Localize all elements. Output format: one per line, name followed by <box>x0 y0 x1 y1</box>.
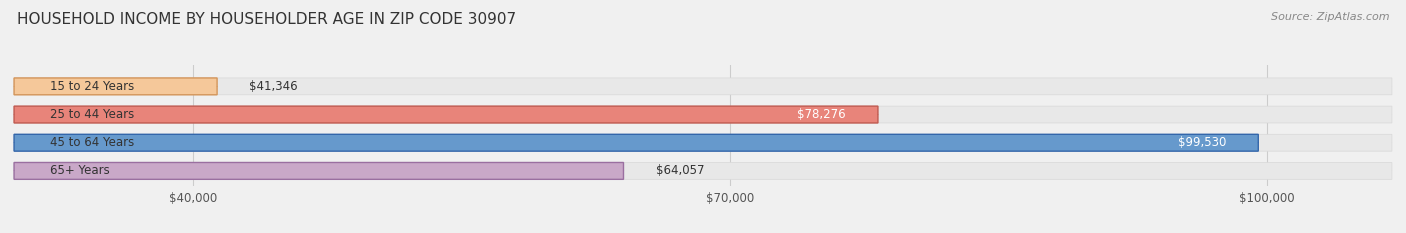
FancyBboxPatch shape <box>14 106 877 123</box>
Text: $64,057: $64,057 <box>655 164 704 177</box>
Text: 25 to 44 Years: 25 to 44 Years <box>49 108 134 121</box>
FancyBboxPatch shape <box>14 134 1392 151</box>
FancyBboxPatch shape <box>14 134 1258 151</box>
Text: 65+ Years: 65+ Years <box>49 164 110 177</box>
Text: HOUSEHOLD INCOME BY HOUSEHOLDER AGE IN ZIP CODE 30907: HOUSEHOLD INCOME BY HOUSEHOLDER AGE IN Z… <box>17 12 516 27</box>
Text: $41,346: $41,346 <box>249 80 298 93</box>
FancyBboxPatch shape <box>14 106 1392 123</box>
FancyBboxPatch shape <box>14 78 217 95</box>
Text: 45 to 64 Years: 45 to 64 Years <box>49 136 134 149</box>
Text: 15 to 24 Years: 15 to 24 Years <box>49 80 134 93</box>
FancyBboxPatch shape <box>14 162 623 179</box>
FancyBboxPatch shape <box>14 162 1392 179</box>
FancyBboxPatch shape <box>14 78 1392 95</box>
Text: Source: ZipAtlas.com: Source: ZipAtlas.com <box>1271 12 1389 22</box>
Text: $99,530: $99,530 <box>1178 136 1226 149</box>
Text: $78,276: $78,276 <box>797 108 846 121</box>
